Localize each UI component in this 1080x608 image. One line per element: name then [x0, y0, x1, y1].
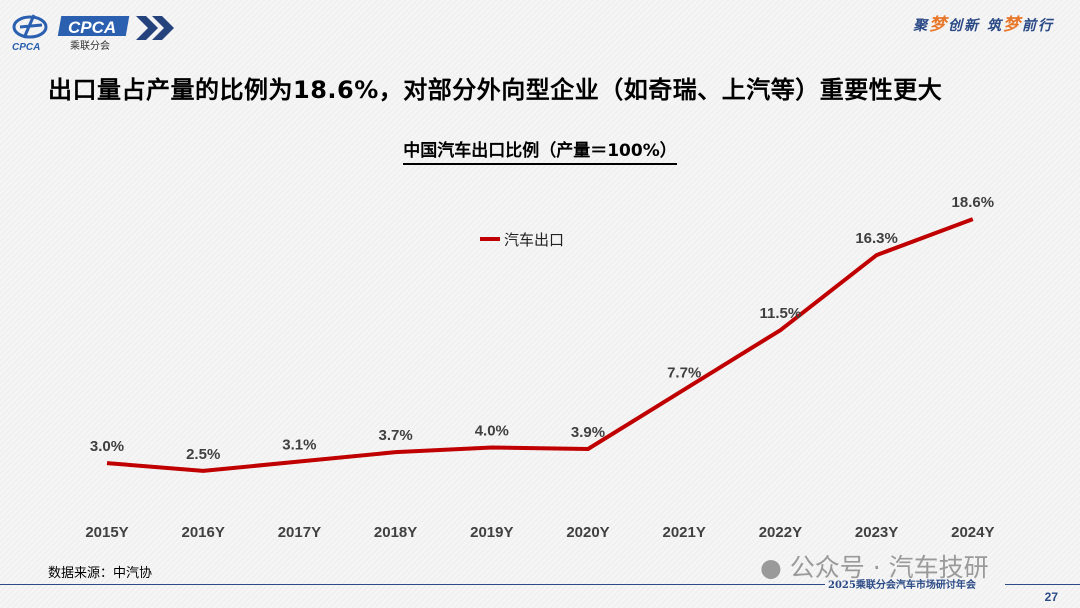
x-tick-label: 2022Y: [759, 524, 802, 541]
cpca-logo: CPCA 乘联分会 CPCA: [10, 12, 190, 52]
data-label: 18.6%: [952, 194, 995, 211]
legend-label: 汽车出口: [504, 231, 564, 249]
x-tick-label: 2016Y: [182, 524, 225, 541]
x-tick-label: 2023Y: [855, 524, 898, 541]
logo-subtext: 乘联分会: [70, 39, 110, 52]
data-label: 3.7%: [378, 427, 412, 444]
x-tick-label: 2020Y: [566, 524, 609, 541]
watermark-text: 公众号 · 汽车技研: [789, 553, 989, 582]
data-label: 11.5%: [760, 305, 802, 322]
wechat-icon: ●: [760, 553, 782, 582]
watermark: ● 公众号 · 汽车技研: [760, 548, 989, 584]
data-label: 3.1%: [282, 437, 316, 454]
footer-divider-right: [1005, 584, 1080, 585]
page-number: 27: [1044, 590, 1058, 604]
x-tick-label: 2017Y: [278, 524, 321, 541]
x-tick-label: 2015Y: [85, 524, 128, 541]
slogan-part: 梦: [1003, 15, 1022, 35]
legend: 汽车出口: [480, 231, 564, 249]
x-tick-label: 2024Y: [951, 524, 994, 541]
slogan-part: 创新 筑: [948, 18, 1003, 34]
source-note: 数据来源：中汽协: [48, 566, 153, 581]
chart-title: 中国汽车出口比例（产量＝100%）: [403, 141, 677, 165]
data-label: 7.7%: [667, 365, 701, 382]
x-tick-label: 2019Y: [470, 524, 513, 541]
chart-title-wrap: 中国汽车出口比例（产量＝100%）: [0, 136, 1080, 165]
data-label: 16.3%: [855, 230, 898, 247]
footer-divider-left: [0, 584, 825, 585]
slogan-part: 梦: [929, 15, 949, 35]
x-tick-label: 2021Y: [663, 524, 706, 541]
data-label: 3.9%: [571, 424, 605, 441]
chevron-right-icon: [136, 16, 174, 40]
x-tick-label: 2018Y: [374, 524, 417, 541]
slogan-part: 前行: [1022, 18, 1054, 34]
slide-headline: 出口量占产量的比例为18.6%，对部分外向型企业（如奇瑞、上汽等）重要性更大: [48, 76, 943, 104]
series-line: [106, 217, 974, 473]
data-label: 3.0%: [90, 438, 124, 455]
logo-text: CPCA: [68, 18, 116, 37]
data-label: 4.0%: [475, 422, 509, 439]
footer-text: 2025乘联分会汽车市场研讨年会: [828, 580, 976, 591]
slogan: 聚梦创新 筑梦前行: [913, 10, 1054, 35]
logo-emblem-text: CPCA: [12, 42, 40, 52]
logo-graphic: CPCA 乘联分会 CPCA: [12, 14, 174, 52]
data-label: 2.5%: [186, 446, 220, 463]
slogan-part: 聚: [913, 18, 930, 34]
